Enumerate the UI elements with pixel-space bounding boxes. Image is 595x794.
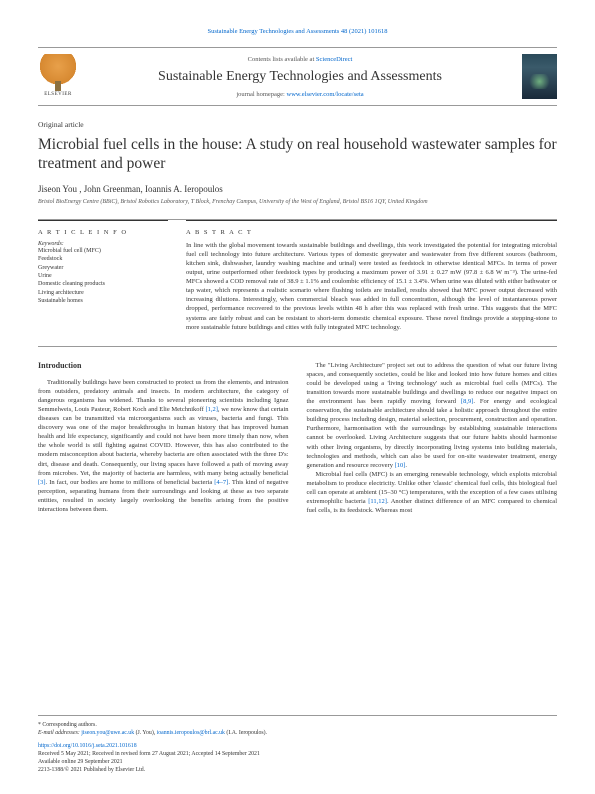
email-link[interactable]: jiseon.you@uwe.ac.uk [81, 730, 134, 736]
header-citation: Sustainable Energy Technologies and Asse… [38, 28, 557, 35]
corresponding-authors: * Corresponding authors. [38, 721, 557, 729]
body-column-left: Introduction Traditionally buildings hav… [38, 361, 289, 516]
elsevier-logo: ELSEVIER [38, 54, 78, 99]
keyword-item: Domestic cleaning products [38, 280, 168, 288]
citation-link[interactable]: [4–7] [214, 479, 228, 486]
doi-link[interactable]: https://doi.org/10.1016/j.seta.2021.1016… [38, 743, 137, 749]
journal-name: Sustainable Energy Technologies and Asse… [78, 69, 522, 85]
body-paragraph: The "Living Architecture" project set ou… [307, 361, 558, 470]
received-dates: Received 5 May 2021; Received in revised… [38, 750, 557, 758]
elsevier-tree-icon [38, 54, 78, 89]
email-link[interactable]: ioannis.ieropoulos@brl.ac.uk [157, 730, 225, 736]
abstract-header: A B S T R A C T [186, 229, 557, 236]
article-title: Microbial fuel cells in the house: A stu… [38, 135, 557, 174]
keyword-item: Greywater [38, 264, 168, 272]
abstract-text: In line with the global movement towards… [186, 241, 557, 332]
keyword-item: Feedstock [38, 255, 168, 263]
citation-link[interactable]: [1,2] [205, 406, 217, 413]
homepage-line: journal homepage: www.elsevier.com/locat… [78, 91, 522, 98]
copyright: 2213-1388/© 2021 Published by Elsevier L… [38, 766, 557, 774]
body-column-right: The "Living Architecture" project set ou… [307, 361, 558, 516]
article-info-column: A R T I C L E I N F O Keywords: Microbia… [38, 220, 168, 332]
contents-line: Contents lists available at ScienceDirec… [78, 56, 522, 63]
keyword-item: Urine [38, 272, 168, 280]
authors: Jiseon You , John Greenman, Ioannis A. I… [38, 184, 557, 194]
abstract-column: A B S T R A C T In line with the global … [186, 220, 557, 332]
article-type: Original article [38, 120, 557, 129]
affiliation: Bristol BioEnergy Centre (BBiC), Bristol… [38, 199, 557, 205]
keyword-item: Microbial fuel cell (MFC) [38, 247, 168, 255]
citation-link[interactable]: [3] [38, 479, 46, 486]
article-info-header: A R T I C L E I N F O [38, 229, 168, 236]
available-date: Available online 29 September 2021 [38, 758, 557, 766]
sciencedirect-link[interactable]: ScienceDirect [316, 56, 352, 63]
journal-header-box: ELSEVIER Contents lists available at Sci… [38, 47, 557, 106]
citation-link[interactable]: [11,12] [368, 498, 387, 505]
citation-link[interactable]: [10] [395, 462, 406, 469]
body-paragraph: Microbial fuel cells (MFC) is an emergin… [307, 470, 558, 515]
body-paragraph: Traditionally buildings have been constr… [38, 378, 289, 514]
footer: * Corresponding authors. E-mail addresse… [38, 715, 557, 774]
citation-link[interactable]: [8,9] [461, 398, 473, 405]
introduction-header: Introduction [38, 361, 289, 370]
homepage-link[interactable]: www.elsevier.com/locate/seta [287, 91, 364, 98]
elsevier-label: ELSEVIER [38, 92, 78, 97]
keyword-item: Sustainable homes [38, 297, 168, 305]
journal-cover-thumbnail [522, 54, 557, 99]
email-line: E-mail addresses: jiseon.you@uwe.ac.uk (… [38, 729, 557, 737]
keyword-item: Living architecture [38, 289, 168, 297]
